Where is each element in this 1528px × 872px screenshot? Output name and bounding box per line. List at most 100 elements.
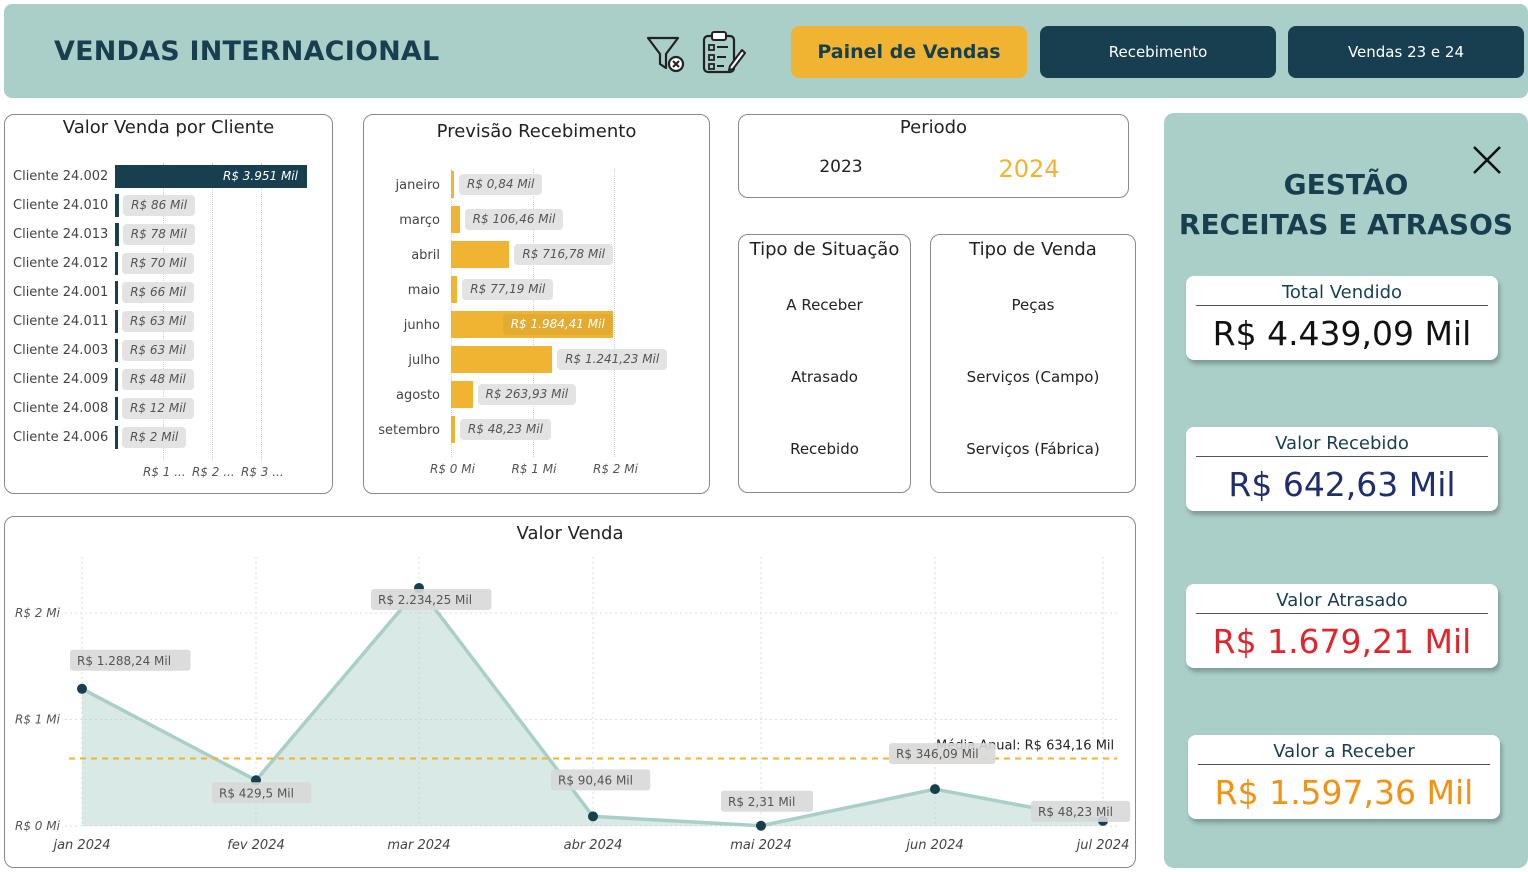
y-tick-label: R$ 2 Mi — [15, 606, 61, 620]
client-bar[interactable] — [115, 339, 119, 362]
forecast-bar-value: R$ 106,46 Mil — [464, 209, 564, 230]
period-option-2023[interactable]: 2023 — [819, 157, 863, 177]
situation-option-a-receber[interactable]: A Receber — [786, 296, 863, 314]
data-label: R$ 429,5 Mil — [212, 782, 312, 804]
month-label: julho — [408, 353, 440, 368]
client-bar[interactable] — [115, 223, 119, 246]
client-bar-value: R$ 3.951 Mil — [223, 169, 298, 183]
client-bar[interactable] — [115, 368, 118, 391]
forecast-bar-value: R$ 716,78 Mil — [514, 244, 614, 265]
client-bar[interactable] — [115, 426, 118, 449]
data-label-text: R$ 90,46 Mil — [558, 773, 633, 787]
kpi-value: R$ 642,63 Mil — [1228, 465, 1456, 504]
checklist-icon[interactable] — [700, 30, 746, 76]
client-label: Cliente 24.009 — [13, 372, 109, 387]
x-tick-label: jan 2024 — [51, 838, 110, 853]
sale-type-option-servicos-fabrica[interactable]: Serviços (Fábrica) — [966, 440, 1100, 458]
kpi-label: Valor Atrasado — [1196, 590, 1488, 614]
forecast-bar-value: R$ 1.984,41 Mil — [502, 314, 613, 335]
period-slicer-title: Periodo — [899, 117, 968, 138]
panel-title-line2: RECEITAS E ATRASOS — [1178, 208, 1514, 241]
client-bar-value: R$ 63 Mil — [122, 340, 194, 361]
data-label-text: R$ 346,09 Mil — [896, 747, 979, 761]
kpi-value: R$ 4.439,09 Mil — [1212, 314, 1472, 353]
client-bar[interactable] — [115, 252, 119, 275]
x-tick-label: R$ 1 Mi — [511, 462, 557, 476]
kpi-label: Valor Recebido — [1196, 433, 1488, 457]
data-label-bg — [721, 790, 814, 812]
situation-option-recebido[interactable]: Recebido — [790, 440, 859, 458]
client-bar-value: R$ 78 Mil — [122, 224, 195, 245]
forecast-bar[interactable] — [451, 171, 454, 198]
client-bar[interactable] — [115, 281, 119, 304]
kpi-value: R$ 1.597,36 Mil — [1214, 773, 1474, 812]
month-label: maio — [407, 283, 440, 298]
forecast-bar[interactable] — [451, 346, 553, 373]
kpi-valor-a-receber: Valor a Receber R$ 1.597,36 Mil — [1188, 735, 1500, 819]
client-label: Cliente 24.012 — [13, 256, 109, 271]
data-label-text: R$ 1.288,24 Mil — [77, 654, 171, 668]
sale-type-slicer: Tipo de Venda Peças Serviços (Campo) Ser… — [930, 234, 1136, 493]
data-label-text: R$ 2,31 Mil — [728, 795, 795, 809]
clear-filter-icon[interactable] — [644, 30, 688, 76]
x-tick-label: jun 2024 — [904, 838, 963, 853]
sale-type-option-servicos-campo[interactable]: Serviços (Campo) — [966, 368, 1100, 386]
data-label: R$ 2,31 Mil — [721, 790, 814, 812]
forecast-bar[interactable] — [451, 381, 473, 408]
period-option-2024[interactable]: 2024 — [998, 155, 1060, 183]
forecast-chart-title: Previsão Recebimento — [436, 121, 637, 142]
data-label: R$ 48,23 Mil — [1031, 800, 1131, 822]
x-tick-label: jul 2024 — [1075, 838, 1130, 853]
data-label-bg — [212, 782, 312, 804]
client-label: Cliente 24.008 — [13, 401, 109, 416]
sales-chart-title: Valor Venda — [516, 523, 624, 544]
sale-type-slicer-title: Tipo de Venda — [969, 239, 1097, 260]
client-label: Cliente 24.006 — [13, 430, 109, 445]
x-tick-label: R$ 2 ... — [192, 465, 235, 479]
header-bar: VENDAS INTERNACIONAL Painel de Vendas Re… — [4, 4, 1528, 98]
forecast-bar[interactable] — [451, 276, 458, 303]
data-point — [756, 820, 766, 831]
y-tick-label: R$ 1 Mi — [15, 713, 61, 727]
forecast-bar-value: R$ 263,93 Mil — [477, 384, 577, 405]
forecast-bar[interactable] — [451, 206, 460, 233]
client-label: Cliente 24.010 — [13, 198, 109, 213]
data-label-bg — [551, 769, 651, 791]
situation-type-slicer: Tipo de Situação A Receber Atrasado Rece… — [738, 234, 911, 493]
client-bar[interactable] — [115, 194, 120, 217]
forecast-bar[interactable] — [451, 241, 510, 268]
x-tick-label: R$ 1 ... — [143, 465, 186, 479]
data-label-bg — [371, 589, 492, 611]
close-icon[interactable] — [1470, 143, 1504, 177]
client-bar[interactable] — [115, 397, 118, 420]
month-label: setembro — [378, 423, 440, 438]
kpi-total-vendido: Total Vendido R$ 4.439,09 Mil — [1186, 276, 1498, 360]
data-label: R$ 90,46 Mil — [551, 769, 651, 791]
client-bar-value: R$ 63 Mil — [122, 311, 194, 332]
month-label: janeiro — [395, 178, 440, 193]
nav-painel-vendas-button[interactable]: Painel de Vendas — [791, 26, 1027, 78]
x-tick-label: R$ 2 Mi — [593, 462, 638, 476]
x-tick-label: abr 2024 — [564, 838, 623, 853]
management-panel: GESTÃO RECEITAS E ATRASOS Total Vendido … — [1164, 113, 1528, 868]
client-bar-value: R$ 66 Mil — [122, 282, 195, 303]
client-bar[interactable] — [115, 310, 119, 333]
situation-slicer-title: Tipo de Situação — [749, 239, 900, 260]
forecast-bar[interactable] — [451, 416, 455, 443]
nav-vendas-23-24-button[interactable]: Vendas 23 e 24 — [1288, 26, 1524, 78]
month-label: agosto — [396, 388, 440, 403]
data-label-bg — [1031, 800, 1131, 822]
situation-option-atrasado[interactable]: Atrasado — [791, 368, 858, 386]
month-label: março — [399, 213, 440, 228]
sale-type-option-pecas[interactable]: Peças — [1011, 296, 1055, 314]
forecast-bar-value: R$ 48,23 Mil — [459, 419, 551, 440]
nav-recebimento-button[interactable]: Recebimento — [1040, 26, 1276, 78]
gridline — [614, 169, 615, 457]
client-bar[interactable] — [115, 165, 307, 188]
forecast-bar-value: R$ 0,84 Mil — [459, 174, 543, 195]
y-tick-label: R$ 0 Mi — [15, 819, 61, 833]
client-label: Cliente 24.001 — [13, 285, 109, 300]
client-label: Cliente 24.011 — [13, 314, 109, 329]
forecast-receipt-chart: Previsão Recebimento R$ 0 Mi R$ 1 Mi R$ 2 … — [363, 114, 710, 494]
